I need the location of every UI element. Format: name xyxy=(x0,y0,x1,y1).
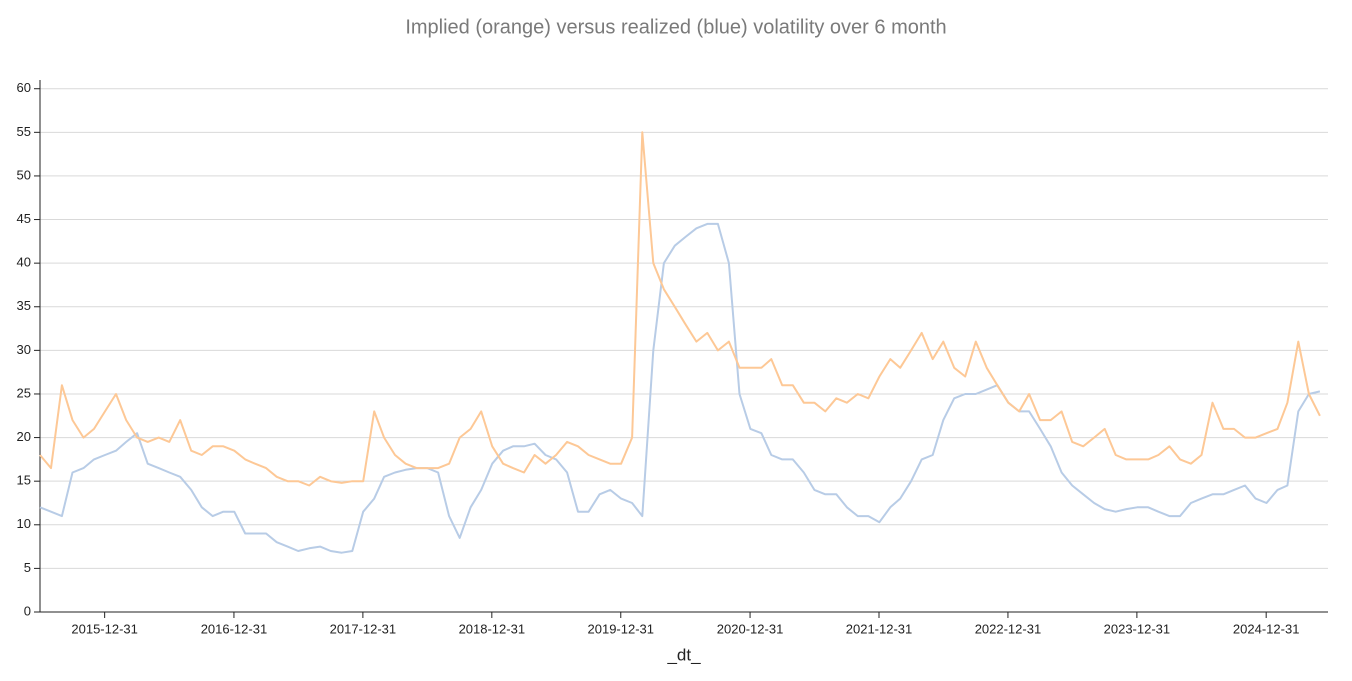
y-tick-label: 60 xyxy=(17,80,31,95)
y-tick-label: 25 xyxy=(17,385,31,400)
y-tick-label: 35 xyxy=(17,298,31,313)
series-line xyxy=(39,222,1321,554)
y-tick-label: 30 xyxy=(17,342,31,357)
x-tick-label: 2024-12-31 xyxy=(1233,621,1300,636)
y-tick-label: 45 xyxy=(17,211,31,226)
x-tick-label: 2020-12-31 xyxy=(717,621,784,636)
x-tick-label: 2018-12-31 xyxy=(459,621,526,636)
y-tick-label: 55 xyxy=(17,124,31,139)
x-tick-label: 2017-12-31 xyxy=(330,621,397,636)
x-tick-label: 2022-12-31 xyxy=(975,621,1042,636)
y-tick-label: 20 xyxy=(17,429,31,444)
y-tick-label: 5 xyxy=(24,560,31,575)
series-line xyxy=(39,131,1321,487)
y-tick-label: 10 xyxy=(17,516,31,531)
y-tick-label: 40 xyxy=(17,255,31,270)
x-tick-label: 2016-12-31 xyxy=(201,621,268,636)
x-tick-label: 2015-12-31 xyxy=(71,621,138,636)
y-tick-label: 50 xyxy=(17,167,31,182)
y-tick-label: 0 xyxy=(24,603,31,618)
y-tick-label: 15 xyxy=(17,473,31,488)
chart-title: Implied (orange) versus realized (blue) … xyxy=(405,16,946,38)
x-axis-title: _dt_ xyxy=(666,645,701,664)
x-tick-label: 2019-12-31 xyxy=(588,621,655,636)
x-tick-label: 2021-12-31 xyxy=(846,621,913,636)
x-tick-label: 2023-12-31 xyxy=(1104,621,1171,636)
